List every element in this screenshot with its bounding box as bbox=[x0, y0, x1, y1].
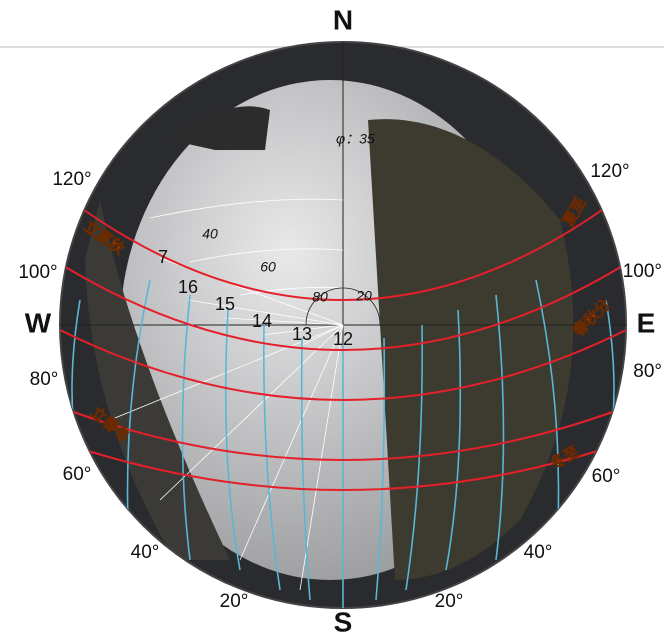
azimuth-label: 60° bbox=[63, 464, 92, 485]
azimuth-label: 20° bbox=[220, 591, 249, 612]
azimuth-label: 40° bbox=[131, 542, 160, 563]
north-label: N bbox=[333, 4, 353, 35]
hour-label: 12 bbox=[333, 329, 353, 349]
hour-label: 14 bbox=[252, 311, 272, 331]
azimuth-label: 40° bbox=[524, 542, 553, 563]
azimuth-label: 20° bbox=[435, 591, 464, 612]
azimuth-label: 80° bbox=[633, 361, 662, 382]
altitude-label: 40 bbox=[202, 226, 218, 242]
latitude-label: φ：35 bbox=[336, 131, 375, 147]
azimuth-label: 100° bbox=[18, 262, 57, 283]
hour-label: 7 bbox=[158, 247, 168, 267]
azimuth-label: 60° bbox=[592, 466, 621, 487]
sun-path-diagram: N S E W φ：35 120° 100° 80° 60° 40° 20° 1… bbox=[0, 0, 664, 641]
altitude-label: 20 bbox=[355, 288, 372, 304]
azimuth-label: 100° bbox=[623, 261, 662, 282]
azimuth-label: 80° bbox=[30, 369, 59, 390]
azimuth-label: 120° bbox=[52, 169, 91, 190]
south-label: S bbox=[334, 606, 353, 637]
altitude-label: 80 bbox=[312, 289, 328, 305]
hour-label: 15 bbox=[215, 294, 235, 314]
azimuth-label: 120° bbox=[590, 161, 629, 182]
altitude-label: 60 bbox=[260, 259, 276, 275]
west-label: W bbox=[25, 307, 52, 338]
hour-label: 16 bbox=[178, 277, 198, 297]
east-label: E bbox=[637, 307, 656, 338]
hour-label: 13 bbox=[292, 324, 312, 344]
